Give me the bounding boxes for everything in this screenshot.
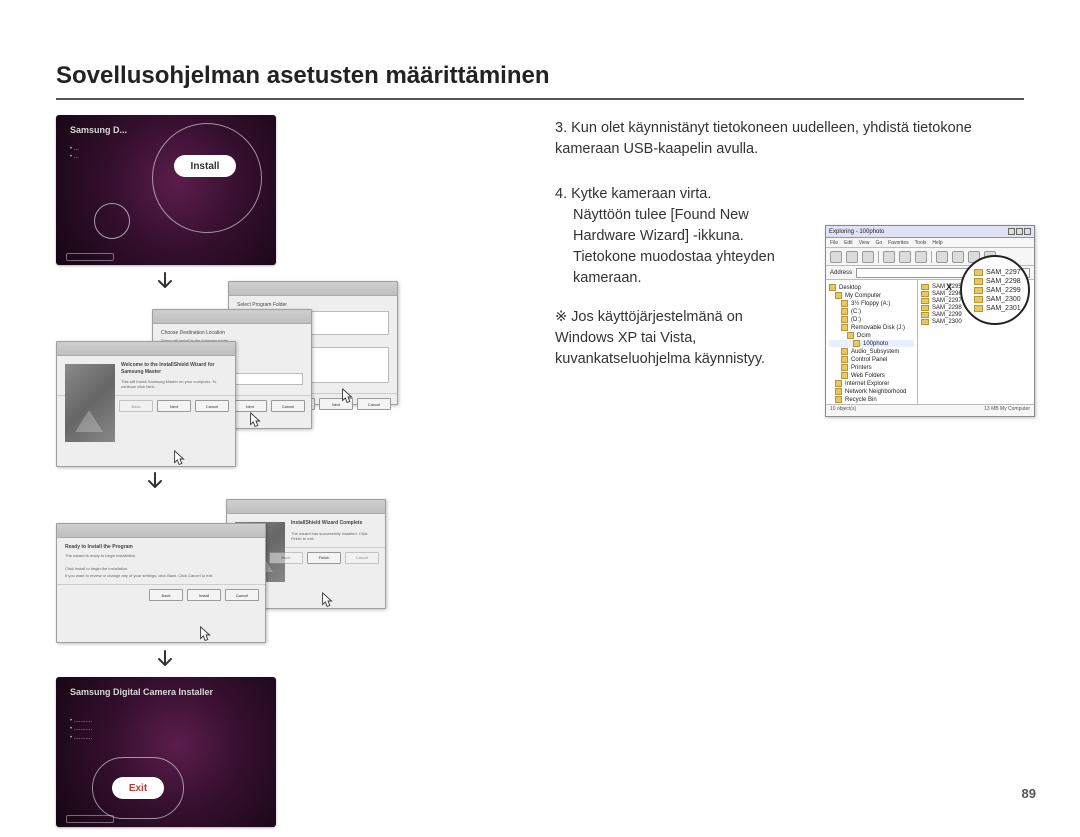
next-button[interactable]: Next — [233, 400, 267, 412]
wizard-dialog-4: Ready to Install the Program The wizard … — [56, 523, 266, 643]
address-label: Address — [830, 270, 852, 276]
paste-icon[interactable] — [915, 251, 927, 263]
step-4-line: 4. Kytke kameraan virta. — [555, 184, 805, 205]
forward-icon[interactable] — [846, 251, 858, 263]
finish-button[interactable]: Finish — [307, 552, 341, 564]
delete-icon[interactable] — [952, 251, 964, 263]
ring-large — [152, 123, 262, 233]
cut-icon[interactable] — [883, 251, 895, 263]
page-number: 89 — [1022, 786, 1036, 801]
back-icon[interactable] — [830, 251, 842, 263]
page-title: Sovellusohjelman asetusten määrittäminen — [56, 62, 550, 90]
magnifier-callout: SAM_2297 SAM_2298 SAM_2299 SAM_2300 SAM_… — [960, 255, 1030, 325]
install-button[interactable]: Install — [187, 589, 221, 601]
installer-splash-1: Samsung D... • ... • ... Install — [56, 115, 276, 265]
close-icon[interactable] — [1024, 228, 1031, 235]
maximize-icon[interactable] — [1016, 228, 1023, 235]
cursor-icon — [171, 450, 189, 468]
window-titlebar: Exploring - 100photo — [826, 226, 1034, 238]
undo-icon[interactable] — [936, 251, 948, 263]
cancel-button[interactable]: Cancel — [271, 400, 305, 412]
step-4-line: Hardware Wizard] -ikkuna. — [573, 226, 805, 247]
menu-bar[interactable]: FileEditViewGoFavoritesToolsHelp — [826, 238, 1034, 248]
down-arrow-icon — [152, 647, 178, 673]
footer-button — [66, 253, 114, 261]
wizard-graphic — [65, 364, 115, 442]
up-icon[interactable] — [862, 251, 874, 263]
brand-label: Samsung Digital Camera Installer — [70, 687, 213, 697]
next-button[interactable]: Next — [157, 400, 191, 412]
installer-splash-2: Samsung Digital Camera Installer • .....… — [56, 677, 276, 827]
minimize-icon[interactable] — [1008, 228, 1015, 235]
left-column: Samsung D... • ... • ... Install Select … — [56, 115, 386, 837]
side-options: • ........... • ........... • ..........… — [70, 717, 92, 742]
side-options: • ... • ... — [70, 145, 79, 162]
step-3: 3. Kun olet käynnistänyt tietokoneen uud… — [555, 118, 1035, 160]
back-button: Back — [269, 552, 303, 564]
cursor-icon — [197, 626, 215, 644]
cancel-button: Cancel — [345, 552, 379, 564]
cancel-button[interactable]: Cancel — [195, 400, 229, 412]
wizard-dialog-1: Welcome to the InstallShield Wizard for … — [56, 341, 236, 467]
install-button[interactable]: Install — [174, 155, 236, 177]
step-4-line: Näyttöön tulee [Found New — [573, 205, 805, 226]
folder-tree[interactable]: Desktop My Computer 3½ Floppy (A:) (C:) … — [826, 280, 918, 404]
window-title: Exploring - 100photo — [829, 229, 884, 235]
cursor-icon — [319, 592, 337, 610]
ring-small — [94, 203, 130, 239]
cancel-button[interactable]: Cancel — [357, 398, 391, 410]
step-4-line: Tietokone muodostaa yhteyden — [573, 247, 805, 268]
brand-label: Samsung D... — [70, 125, 127, 135]
exit-button[interactable]: Exit — [112, 777, 164, 799]
footer-button — [66, 815, 114, 823]
footnote: ※ Jos käyttöjärjestelmänä on Windows XP … — [555, 307, 805, 370]
title-rule — [56, 98, 1024, 100]
status-bar: 10 object(s) 13 MB My Computer — [826, 404, 1034, 416]
next-button[interactable]: Next — [319, 398, 353, 410]
back-button[interactable]: Back — [149, 589, 183, 601]
magnifier-x-label: X — [942, 280, 956, 294]
back-button: Back — [119, 400, 153, 412]
step-4-line: kameraan. — [573, 268, 805, 289]
copy-icon[interactable] — [899, 251, 911, 263]
down-arrow-icon — [142, 469, 168, 495]
cancel-button[interactable]: Cancel — [225, 589, 259, 601]
